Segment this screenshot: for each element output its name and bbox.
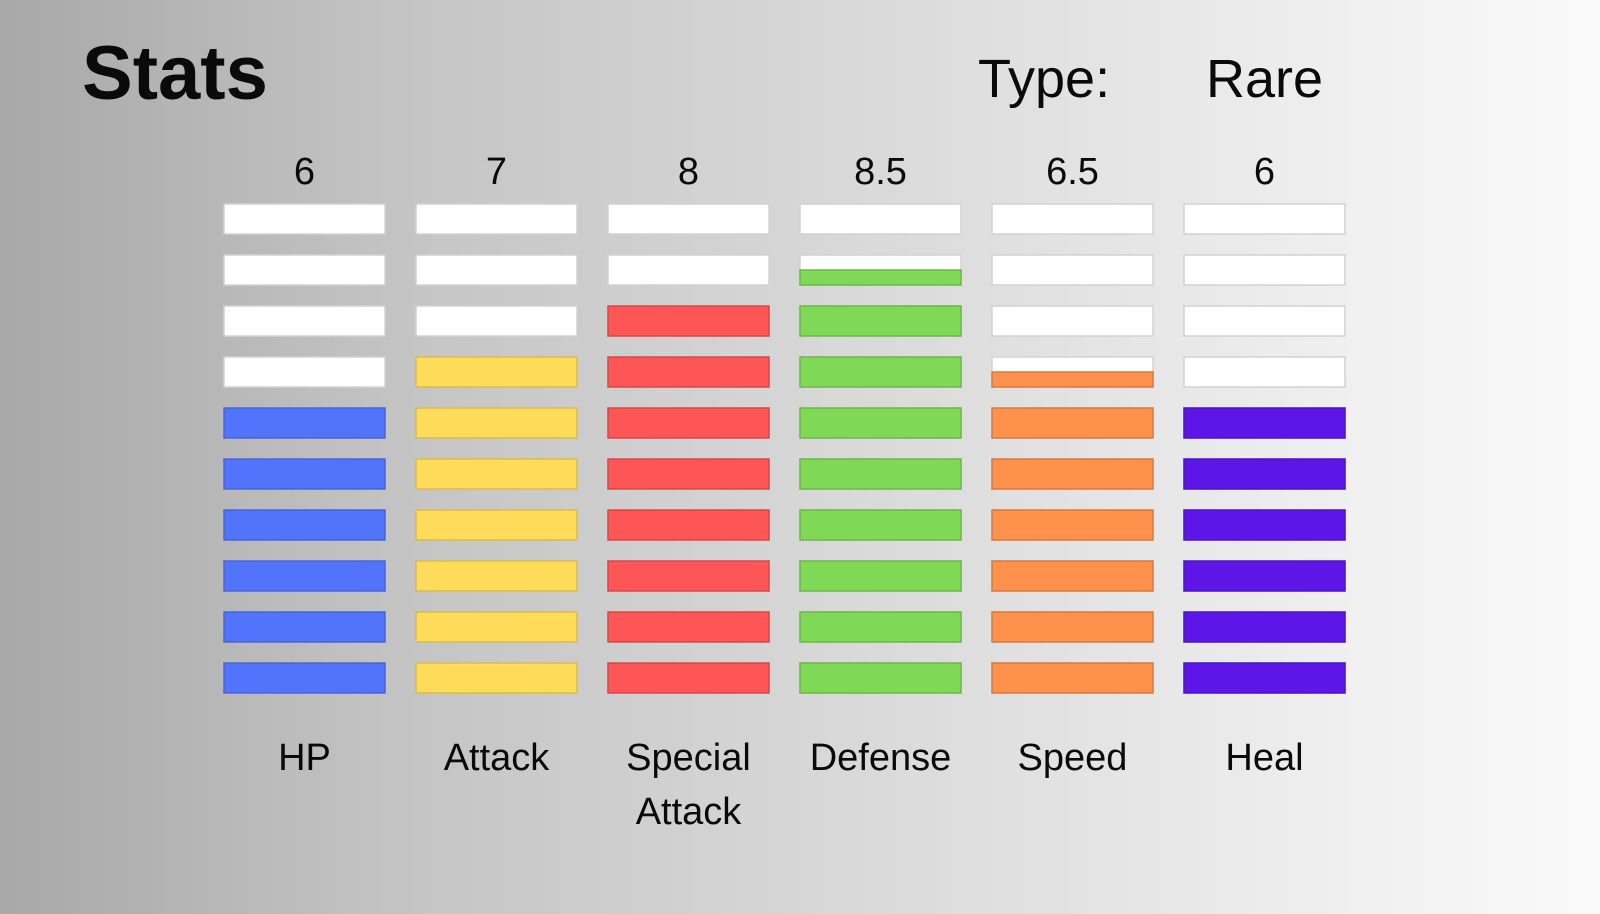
- bar-segment-filled: [415, 560, 578, 592]
- category-label: Attack: [444, 737, 551, 779]
- bar-segment-filled: [415, 458, 578, 490]
- bar-segment-filled: [223, 407, 386, 439]
- value-label: 8.5: [854, 151, 907, 193]
- type-label: Type:: [978, 49, 1111, 109]
- bar-segment-filled: [607, 305, 770, 337]
- bar-segment-filled: [223, 509, 386, 541]
- value-label: 7: [486, 151, 507, 193]
- bar-attack: [415, 203, 578, 694]
- bar-segment-filled: [1183, 458, 1346, 490]
- bar-segment-filled: [799, 458, 962, 490]
- page-title: Stats: [82, 31, 268, 116]
- value-label: 6.5: [1046, 151, 1099, 193]
- bar-segment-empty: [991, 254, 1154, 286]
- category-label: HP: [278, 737, 331, 779]
- bar-segment-empty: [607, 254, 770, 286]
- bar-segment-filled: [607, 356, 770, 388]
- bar-segment-filled: [415, 509, 578, 541]
- bar-segment-filled: [415, 356, 578, 388]
- type-value: Rare: [1206, 49, 1324, 109]
- bar-segment-filled: [607, 560, 770, 592]
- category-label: Heal: [1225, 737, 1303, 779]
- bar-segment-empty: [223, 203, 386, 235]
- bar-segment-empty: [991, 203, 1154, 235]
- bar-segment-empty: [223, 356, 386, 388]
- bar-segment-filled: [799, 662, 962, 694]
- bar-segment-empty: [223, 305, 386, 337]
- bar-segment-empty: [1183, 254, 1346, 286]
- bar-segment-filled: [607, 509, 770, 541]
- bar-special-attack: [607, 203, 770, 694]
- bar-heal: [1183, 203, 1346, 694]
- bar-segment-filled: [799, 407, 962, 439]
- value-label: 6: [294, 151, 315, 193]
- bar-segment-empty: [607, 203, 770, 235]
- bar-segment-filled: [607, 407, 770, 439]
- bar-segment-filled: [415, 662, 578, 694]
- bar-segment-filled: [223, 560, 386, 592]
- bar-segment-filled: [799, 356, 962, 388]
- bar-segment-empty: [415, 305, 578, 337]
- bar-segment-filled: [1183, 407, 1346, 439]
- bar-segment-empty: [223, 254, 386, 286]
- bar-segment-empty: [415, 254, 578, 286]
- bar-segment-empty: [1183, 305, 1346, 337]
- bar-segment-filled: [991, 611, 1154, 643]
- category-label: Speed: [1018, 737, 1128, 779]
- value-label: 8: [678, 151, 699, 193]
- bar-segment-filled: [1183, 662, 1346, 694]
- bar-segment-filled: [991, 509, 1154, 541]
- bar-segment-filled: [223, 611, 386, 643]
- bar-segment-filled: [223, 458, 386, 490]
- bar-segment-filled: [607, 458, 770, 490]
- bar-segment-filled: [991, 407, 1154, 439]
- category-label: Defense: [810, 737, 952, 779]
- bar-segment-filled: [1183, 560, 1346, 592]
- bar-segment-filled: [415, 611, 578, 643]
- bar-segment-filled: [991, 371, 1154, 388]
- bar-segment-filled: [1183, 509, 1346, 541]
- bar-segment-filled: [1183, 611, 1346, 643]
- bar-segment-filled: [799, 509, 962, 541]
- bar-segment-filled: [607, 662, 770, 694]
- bar-segment-empty: [1183, 356, 1346, 388]
- bar-defense: [799, 203, 962, 694]
- bar-segment-filled: [991, 560, 1154, 592]
- bar-segment-empty: [799, 203, 962, 235]
- bar-segment-filled: [799, 560, 962, 592]
- bar-segment-filled: [415, 407, 578, 439]
- bar-segment-filled: [799, 269, 962, 286]
- bar-speed: [991, 203, 1154, 694]
- bar-segment-filled: [799, 611, 962, 643]
- bar-segment-filled: [991, 458, 1154, 490]
- bar-segment-filled: [223, 662, 386, 694]
- bar-segment-empty: [991, 305, 1154, 337]
- value-label: 6: [1254, 151, 1275, 193]
- category-label: Special Attack: [626, 737, 751, 833]
- bar-hp: [223, 203, 386, 694]
- bar-segment-empty: [415, 203, 578, 235]
- bar-segment-filled: [991, 662, 1154, 694]
- bar-segment-empty: [1183, 203, 1346, 235]
- bar-segment-filled: [799, 305, 962, 337]
- bar-segment-filled: [607, 611, 770, 643]
